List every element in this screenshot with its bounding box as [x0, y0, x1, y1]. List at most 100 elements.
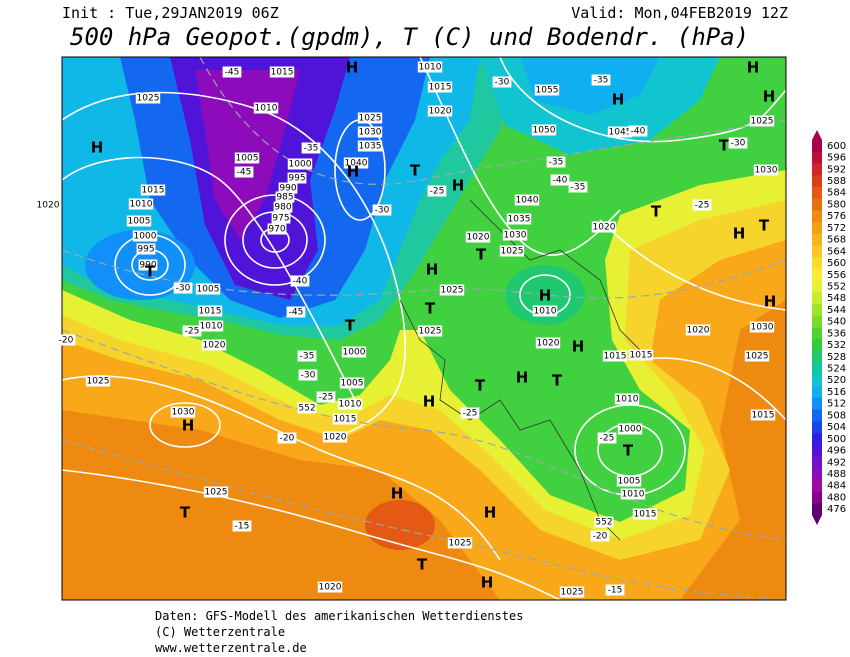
temperature-label: -25 [185, 327, 200, 337]
temperature-label: -30 [301, 371, 316, 381]
scale-swatch [812, 339, 822, 352]
label-box [749, 321, 775, 333]
pressure-center: H [747, 59, 760, 77]
isobar-label: 1020 [319, 583, 342, 593]
label-box [316, 391, 336, 403]
temperature-label: -40 [631, 127, 646, 137]
isobar-label: 1020 [593, 223, 616, 233]
label-box [559, 586, 585, 598]
temperature-label: -15 [608, 586, 623, 596]
scale-swatch [812, 257, 822, 270]
scale-label: 480 [827, 492, 846, 503]
label-box [465, 231, 491, 243]
pressure-center: T [651, 203, 662, 221]
temperature-label: -35 [304, 144, 319, 154]
label-box [203, 486, 229, 498]
label-box [628, 349, 654, 361]
pressure-center: H [612, 91, 625, 109]
scale-label: 552 [827, 281, 846, 292]
label-box [278, 182, 298, 194]
pressure-center: H [91, 139, 104, 157]
scale-label: 556 [827, 270, 846, 281]
isobar-label: 980 [274, 203, 291, 213]
scale-swatch [812, 327, 822, 340]
label-box [135, 92, 161, 104]
isobar-label: 1020 [324, 433, 347, 443]
scale-swatch [812, 362, 822, 375]
label-box [234, 166, 254, 178]
temperature-label: -35 [571, 183, 586, 193]
isobar-label: 1030 [751, 323, 774, 333]
isobar-label: 1000 [619, 425, 642, 435]
scale-label: 512 [827, 399, 846, 410]
pressure-center: H [764, 293, 777, 311]
label-box [427, 185, 447, 197]
scale-label: 592 [827, 164, 846, 175]
pressure-center: H [539, 287, 552, 305]
isobar-label: 1015 [634, 510, 657, 520]
scale-label: 492 [827, 457, 846, 468]
label-box [286, 306, 306, 318]
label-box [685, 324, 711, 336]
pressure-center: H [452, 177, 465, 195]
label-box [343, 157, 369, 169]
isobar-label: 1025 [87, 377, 110, 387]
scale-label: 560 [827, 258, 846, 269]
label-box [138, 259, 158, 271]
scale-label: 584 [827, 188, 846, 199]
label-box [502, 229, 528, 241]
label-box [750, 409, 776, 421]
scale-label: 588 [827, 176, 846, 187]
label-box [275, 191, 295, 203]
temperature-label: -35 [549, 158, 564, 168]
footer-line: Daten: GFS-Modell des amerikanischen Wet… [155, 609, 523, 623]
temperature-label: -25 [600, 434, 615, 444]
label-box [195, 283, 221, 295]
label-box [605, 584, 625, 596]
label-box [597, 432, 617, 444]
temperature-label: -20 [593, 532, 608, 542]
scale-label: 484 [827, 481, 846, 492]
label-box [744, 350, 770, 362]
scale-label: 540 [827, 317, 846, 328]
label-box [417, 325, 443, 337]
isobar-label: 1015 [271, 68, 294, 78]
temperature-label: -45 [237, 168, 252, 178]
label-box [287, 158, 313, 170]
isobar-label: 1035 [359, 142, 382, 152]
label-box [447, 537, 473, 549]
isobar-label: 1040 [516, 196, 539, 206]
isobar-label: 1005 [341, 379, 364, 389]
isobar-label: 1010 [622, 490, 645, 500]
pressure-center: H [347, 163, 360, 181]
isobar-label: 1025 [751, 117, 774, 127]
isobar-label: 1020 [429, 107, 452, 117]
label-box [620, 488, 646, 500]
scale-label: 536 [827, 328, 846, 339]
map-frame [61, 56, 787, 601]
scale-swatch [812, 479, 822, 493]
label-box [287, 172, 307, 184]
label-box [136, 243, 156, 255]
scale-label: 568 [827, 235, 846, 246]
label-box [535, 337, 561, 349]
temperature-label: -45 [289, 308, 304, 318]
isobar-label: 1025 [359, 114, 382, 124]
label-box [173, 282, 193, 294]
temperature-label: -30 [731, 139, 746, 149]
label-box [357, 126, 383, 138]
label-box [132, 230, 158, 242]
scale-swatch [812, 292, 822, 305]
label-box [534, 84, 560, 96]
isobar-label: 1020 [37, 201, 60, 211]
label-box [492, 76, 512, 88]
label-box [198, 320, 224, 332]
label-box [632, 508, 658, 520]
label-box [297, 350, 317, 362]
temperature-label: -30 [176, 284, 191, 294]
label-box [317, 581, 343, 593]
isobar-label: 1025 [746, 352, 769, 362]
label-box [297, 402, 317, 414]
scale-label: 508 [827, 410, 846, 421]
color-scale: 6005965925885845805765725685645605565525… [812, 130, 846, 525]
